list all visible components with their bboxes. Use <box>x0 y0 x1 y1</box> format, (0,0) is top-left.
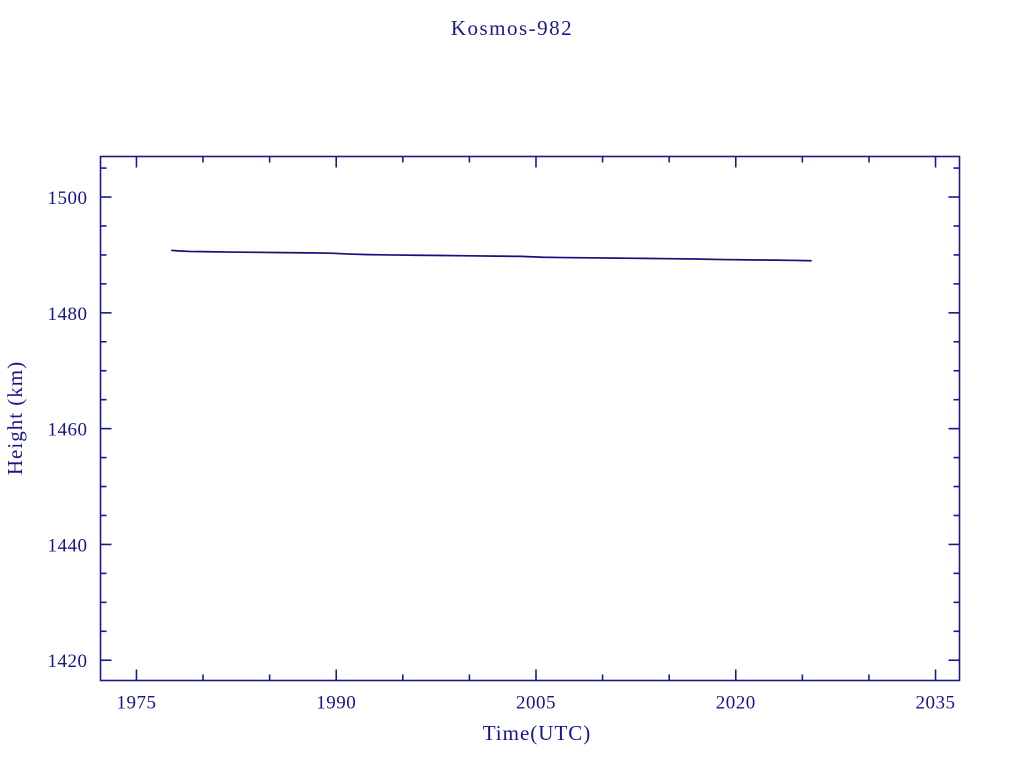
x-tick-label: 2020 <box>716 693 756 714</box>
data-series-group <box>171 249 812 262</box>
x-axis-ticks <box>135 156 937 681</box>
y-tick-label: 1460 <box>48 420 88 441</box>
chart-title: Kosmos-982 <box>450 16 574 40</box>
y-tick-label: 1480 <box>48 304 88 325</box>
x-tick-label: 2005 <box>516 693 556 714</box>
y-axis-tick-labels: 1420 1440 1460 1480 1500 <box>48 188 88 672</box>
x-tick-label: 1990 <box>316 693 356 714</box>
x-tick-label: 2035 <box>916 693 956 714</box>
x-tick-label: 1975 <box>116 693 156 714</box>
data-series-line <box>171 249 812 262</box>
x-axis-title: Time(UTC) <box>483 721 592 745</box>
x-axis-tick-labels: 1975 1990 2005 2020 2035 <box>116 693 955 714</box>
y-axis-ticks <box>100 167 960 662</box>
y-tick-label: 1440 <box>48 535 88 556</box>
y-tick-label: 1500 <box>48 188 88 209</box>
y-axis-title: Height (km) <box>3 361 27 475</box>
plot-frame <box>99 155 961 682</box>
y-tick-label: 1420 <box>48 651 88 672</box>
